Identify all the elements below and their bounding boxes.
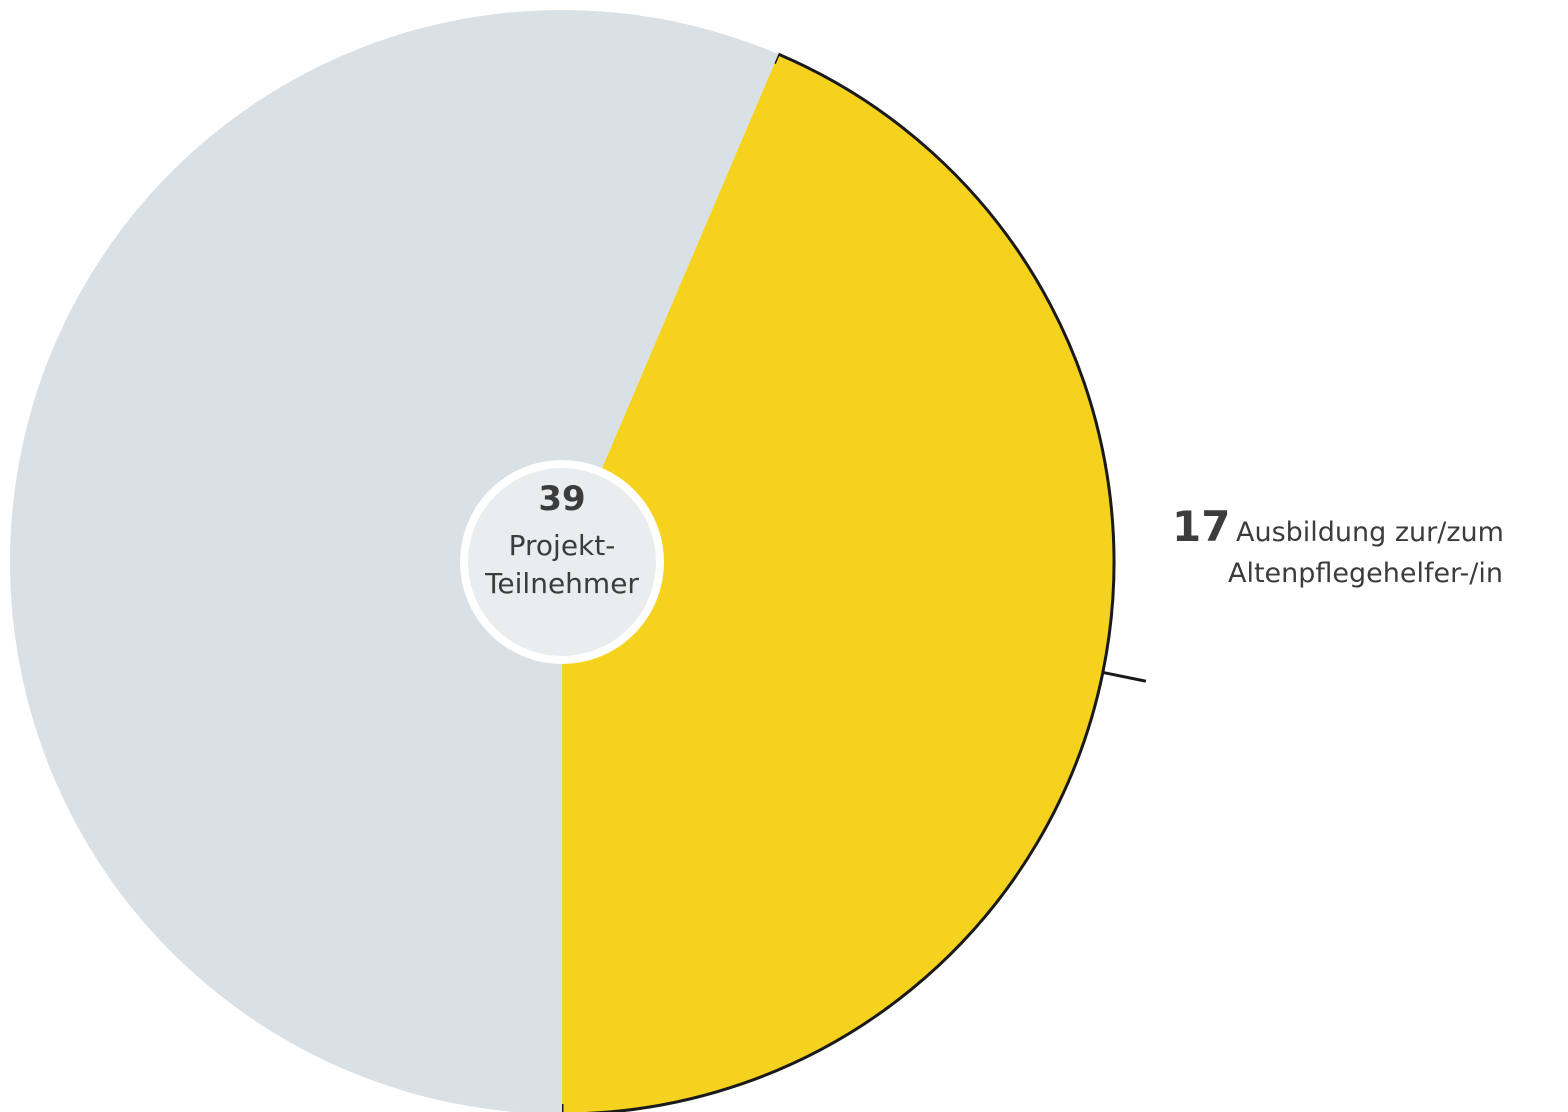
pie-slice-0-end-tick-1 [773,53,780,64]
pie-slices [10,10,1116,1112]
slice-labels: 17 Ausbildung zur/zum Altenpflegehelfer-… [1172,502,1504,589]
center-label-line1: Projekt- [509,529,616,562]
pie-slice-0 [562,54,1114,1112]
center-circle [460,460,664,664]
center-label-line2: Teilnehmer [484,567,639,600]
center-badge: 39 Projekt- Teilnehmer [460,460,664,664]
slice-label-line1: Ausbildung zur/zum [1236,517,1504,548]
center-total-number: 39 [538,479,585,519]
leader-lines [1102,670,1147,683]
slice-label-line2: Altenpflegehelfer-/in [1228,558,1503,589]
leader-line-0 [1102,670,1147,683]
slice-value-label: 17 [1172,502,1230,551]
pie-slice-1 [10,10,779,1112]
